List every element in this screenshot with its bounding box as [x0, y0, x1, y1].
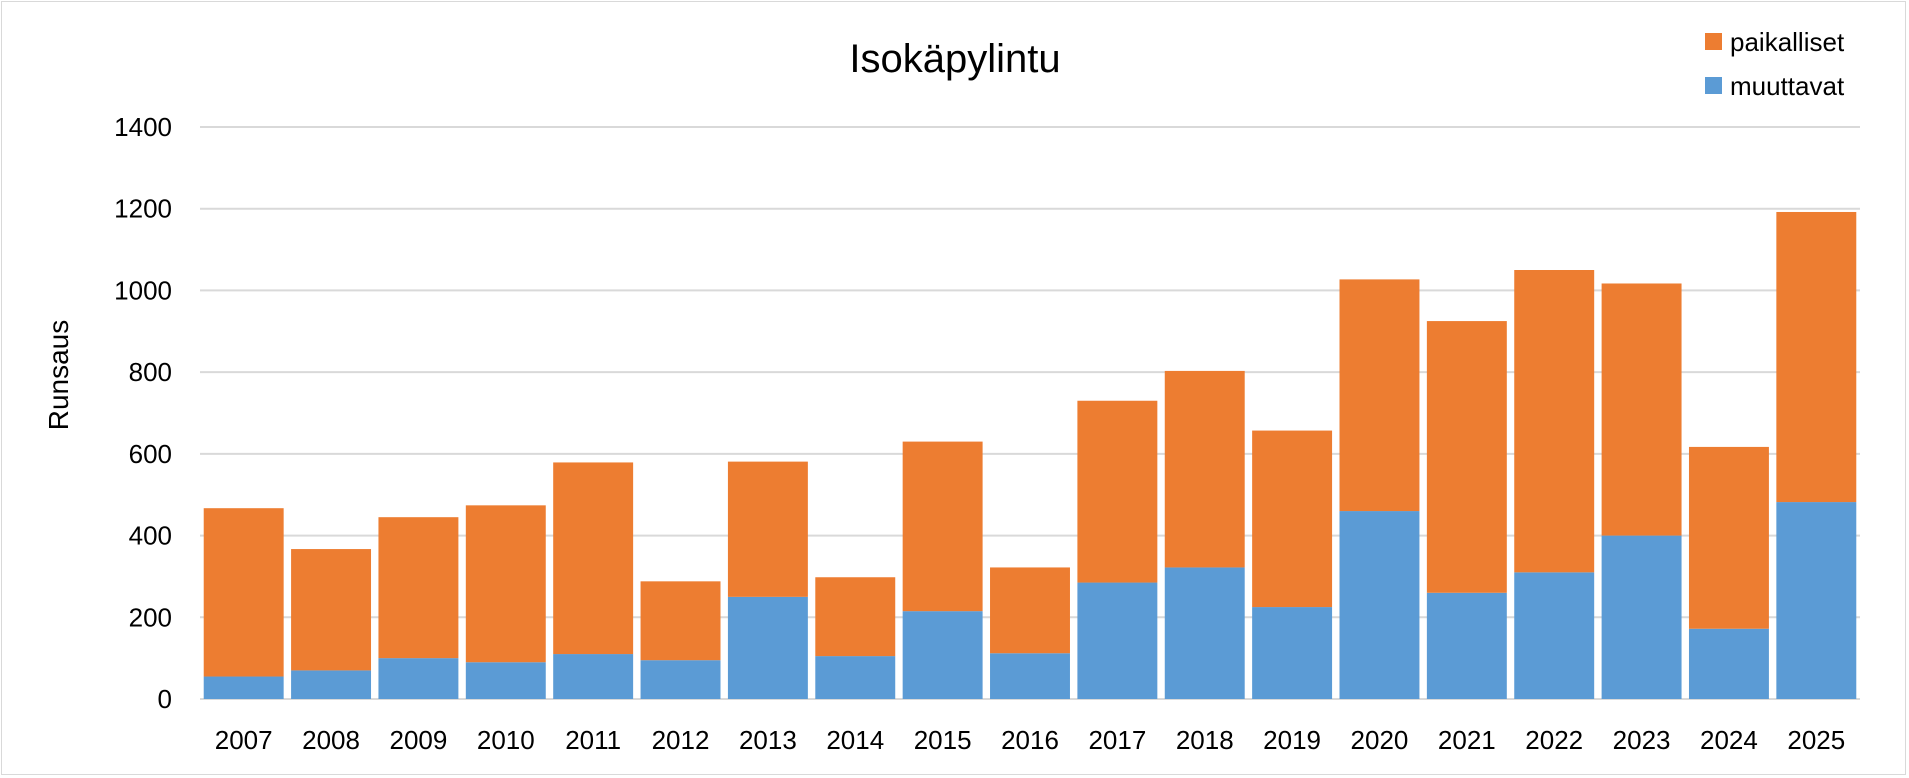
bar-muuttavat-2012	[640, 660, 721, 699]
bar-paikalliset-2020	[1339, 279, 1420, 512]
legend-label-paikalliset: paikalliset	[1730, 27, 1845, 57]
y-tick-labels: 0 200 400 600 800 1000 1200 1400	[114, 112, 172, 714]
y-tick-label: 1400	[114, 112, 172, 142]
y-tick-label: 800	[129, 357, 172, 387]
bar-muuttavat-2017	[1077, 582, 1158, 699]
bar-muuttavat-2015	[902, 611, 983, 699]
bar-paikalliset-2011	[553, 462, 634, 655]
x-tick-label: 2018	[1176, 725, 1234, 755]
legend-swatch-paikalliset	[1705, 33, 1722, 50]
legend-label-muuttavat: muuttavat	[1730, 71, 1845, 101]
x-tick-label: 2015	[914, 725, 972, 755]
bar-muuttavat-2013	[727, 596, 808, 699]
bar-muuttavat-2021	[1426, 592, 1507, 699]
y-axis-title: Runsaus	[43, 320, 74, 431]
x-tick-label: 2012	[652, 725, 710, 755]
x-tick-label: 2011	[565, 725, 621, 755]
bar-paikalliset-2021	[1426, 321, 1507, 593]
bar-paikalliset-2012	[640, 581, 721, 661]
bar-muuttavat-2008	[291, 670, 372, 699]
bar-paikalliset-2025	[1776, 211, 1857, 503]
bar-muuttavat-2024	[1688, 628, 1769, 699]
y-tick-label: 400	[129, 521, 172, 551]
x-tick-labels: 2007 2008 2009 2010 2011 2012 2013 2014 2015 2016…	[215, 725, 1845, 755]
y-tick-label: 200	[129, 602, 172, 632]
bar-paikalliset-2022	[1514, 270, 1595, 573]
x-tick-label: 2022	[1525, 725, 1583, 755]
y-tick-label: 1000	[114, 275, 172, 305]
y-tick-label: 0	[158, 684, 172, 714]
bar-muuttavat-2016	[990, 653, 1070, 699]
bar-paikalliset-2010	[465, 505, 546, 663]
x-tick-label: 2024	[1700, 725, 1758, 755]
bar-paikalliset-2018	[1164, 370, 1245, 568]
bar-muuttavat-2010	[465, 662, 546, 699]
bar-muuttavat-2011	[553, 654, 634, 699]
bar-muuttavat-2023	[1601, 535, 1682, 699]
bar-muuttavat-2019	[1252, 607, 1333, 699]
x-tick-label: 2013	[739, 725, 797, 755]
bar-paikalliset-2007	[203, 508, 284, 677]
x-tick-label: 2025	[1787, 725, 1845, 755]
bar-muuttavat-2022	[1514, 572, 1595, 699]
bar-paikalliset-2013	[727, 461, 808, 597]
bar-paikalliset-2008	[291, 549, 372, 671]
x-tick-label: 2010	[477, 725, 535, 755]
x-tick-label: 2016	[1001, 725, 1059, 755]
x-tick-label: 2008	[302, 725, 360, 755]
x-tick-label: 2023	[1613, 725, 1671, 755]
bar-paikalliset-2019	[1252, 430, 1333, 608]
y-tick-label: 600	[129, 439, 172, 469]
x-tick-label: 2019	[1263, 725, 1321, 755]
chart-title: Isokäpylintu	[849, 37, 1060, 81]
x-tick-label: 2007	[215, 725, 273, 755]
x-tick-label: 2009	[389, 725, 447, 755]
bar-paikalliset-2015	[902, 441, 983, 612]
bar-paikalliset-2016	[990, 567, 1070, 654]
bar-paikalliset-2009	[378, 517, 459, 659]
x-tick-label: 2014	[826, 725, 884, 755]
legend: paikalliset muuttavat	[1705, 27, 1845, 101]
x-tick-label: 2020	[1351, 725, 1409, 755]
legend-swatch-muuttavat	[1705, 77, 1722, 94]
bar-muuttavat-2018	[1164, 567, 1245, 699]
x-tick-label: 2017	[1088, 725, 1146, 755]
bar-muuttavat-2014	[815, 656, 896, 699]
bar-paikalliset-2017	[1077, 400, 1158, 583]
bar-paikalliset-2014	[815, 577, 896, 657]
bar-muuttavat-2020	[1339, 511, 1420, 699]
bar-paikalliset-2024	[1688, 446, 1769, 629]
x-tick-label: 2021	[1438, 725, 1496, 755]
bar-muuttavat-2009	[378, 658, 459, 699]
y-tick-label: 1200	[114, 194, 172, 224]
bar-muuttavat-2025	[1776, 502, 1857, 699]
bar-paikalliset-2023	[1601, 283, 1682, 536]
bars	[203, 211, 1857, 699]
bar-muuttavat-2007	[203, 676, 284, 699]
